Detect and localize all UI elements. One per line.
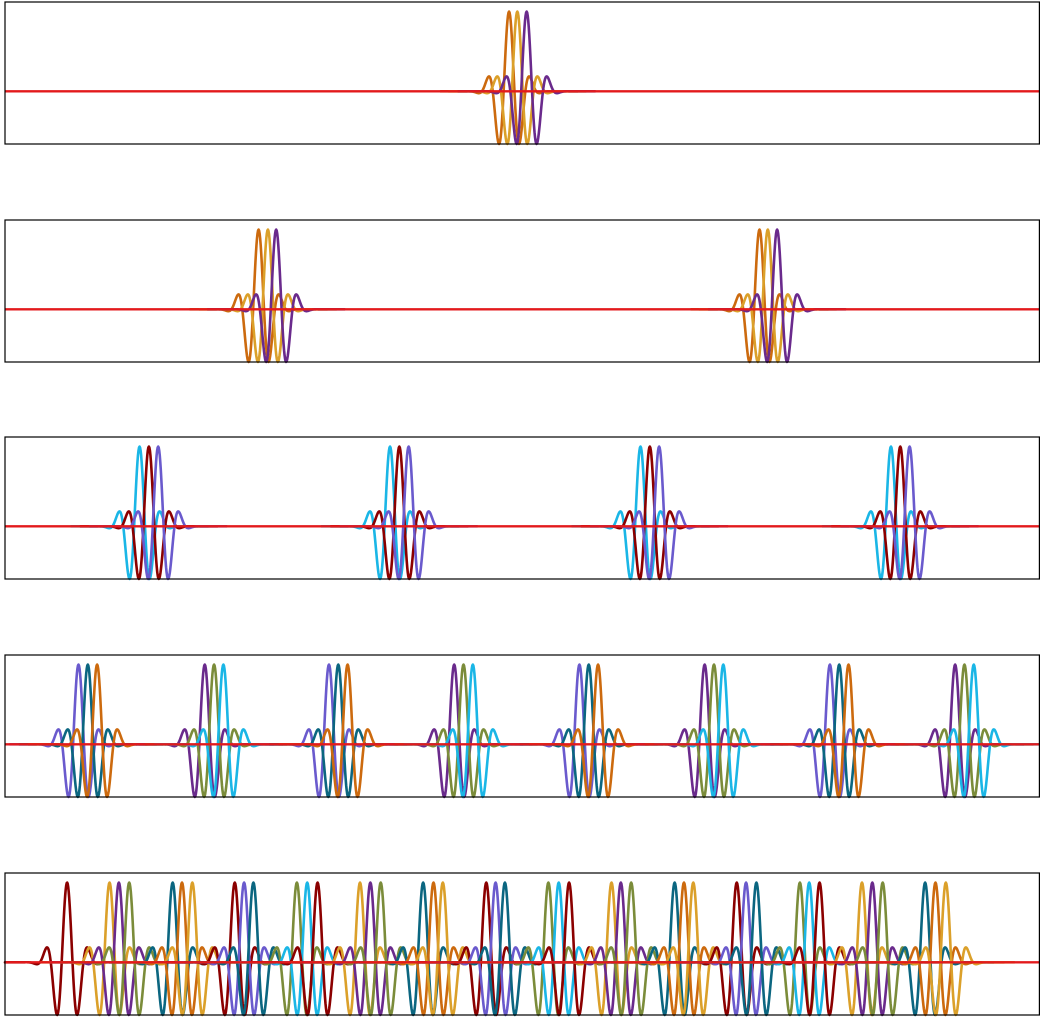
- panel-frame: [4, 1, 1040, 145]
- wavelet-series-23: [894, 663, 1035, 799]
- wavelet-series-14: [519, 663, 659, 799]
- wavelet-series-17: [644, 663, 784, 799]
- wavelet-series-5: [144, 663, 284, 799]
- wavelet-series-2: [79, 445, 219, 581]
- panel-frame: [4, 219, 1040, 363]
- wavelet-series-5: [329, 445, 469, 581]
- panel-frame: [4, 436, 1040, 580]
- panel-2: [4, 219, 1040, 364]
- panel-5: [3, 872, 1040, 1017]
- panel-3: [4, 436, 1040, 581]
- panel-frame: [4, 654, 1040, 798]
- wavelet-series-11: [393, 663, 534, 799]
- wavelet-series-8: [268, 663, 408, 799]
- wavelet-series-11: [830, 445, 970, 581]
- panel-1: [4, 1, 1040, 146]
- wavelet-series-20: [769, 663, 909, 799]
- panel-4: [4, 654, 1040, 799]
- panel-frame: [4, 872, 1040, 1016]
- wavelet-series-8: [580, 445, 720, 581]
- wavelet-series-2: [18, 663, 158, 799]
